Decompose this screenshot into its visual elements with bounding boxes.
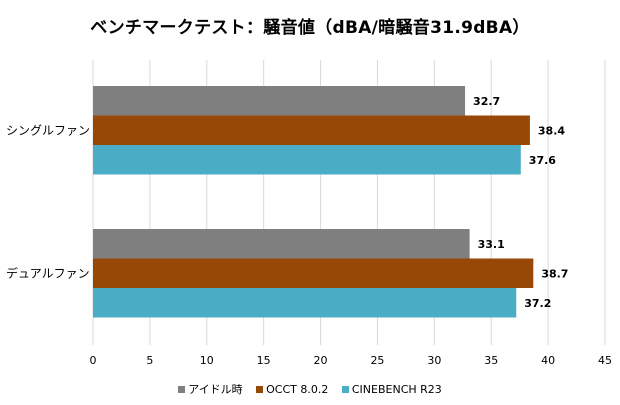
data-label: 37.6 [529, 154, 556, 167]
category-label: シングルファン [6, 123, 90, 137]
legend-label-idle: アイドル時 [188, 383, 243, 396]
data-label: 33.1 [478, 238, 505, 251]
x-tick-label: 40 [541, 354, 555, 367]
legend-label-cinebench: CINEBENCH R23 [351, 383, 442, 396]
legend-swatch-idle [178, 386, 186, 393]
x-tick-label: 10 [200, 354, 214, 367]
x-tick-label: 45 [598, 354, 612, 367]
x-tick-label: 25 [370, 354, 384, 367]
chart-title: ベンチマークテスト：騒音値（dBA/暗騒音31.9dBA） [90, 18, 530, 38]
x-tick-label: 30 [427, 354, 441, 367]
data-label: 37.2 [524, 297, 551, 310]
x-tick-label: 0 [90, 354, 97, 367]
bar [93, 258, 534, 288]
data-label: 38.7 [541, 267, 568, 280]
x-tick-label: 15 [257, 354, 271, 367]
bar [93, 145, 521, 175]
legend-swatch-cinebench [341, 386, 349, 393]
category-label: デュアルファン [6, 265, 90, 280]
legend: アイドル時 OCCT 8.0.2 CINEBENCH R23 [0, 381, 620, 397]
data-label: 32.7 [473, 95, 500, 108]
bar [93, 288, 517, 318]
legend-swatch-occt [256, 386, 264, 393]
x-tick-label: 20 [314, 354, 328, 367]
data-label: 38.4 [538, 124, 565, 137]
bar [93, 115, 530, 145]
bar [93, 86, 466, 116]
legend-item-occt: OCCT 8.0.2 [256, 383, 328, 396]
x-tick-label: 5 [146, 354, 153, 367]
x-tick-label: 35 [484, 354, 498, 367]
legend-item-cinebench: CINEBENCH R23 [341, 383, 442, 396]
bar [93, 229, 470, 259]
legend-item-idle: アイドル時 [178, 381, 243, 397]
legend-label-occt: OCCT 8.0.2 [266, 383, 329, 396]
